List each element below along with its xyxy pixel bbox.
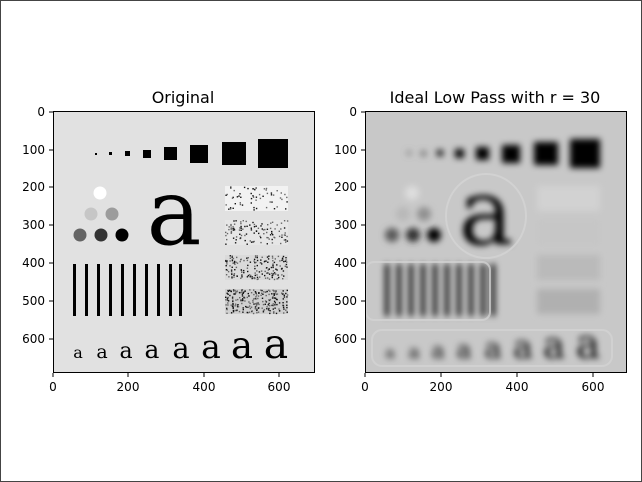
svg-text:100: 100: [334, 143, 357, 157]
svg-text:200: 200: [22, 180, 45, 194]
svg-text:400: 400: [334, 256, 357, 270]
letter-a-row: a a a a a a a a: [73, 320, 288, 368]
svg-text:600: 600: [268, 380, 291, 394]
panel-title-lowpass: Ideal Low Pass with r = 30: [390, 88, 601, 107]
svg-text:600: 600: [334, 332, 357, 346]
circle-group: [73, 186, 129, 242]
svg-text:a: a: [73, 343, 83, 362]
x-tick-labels-lowpass: 0 200 400 600: [361, 380, 604, 394]
panel-title-original: Original: [152, 88, 215, 107]
svg-text:500: 500: [22, 294, 45, 308]
svg-text:a: a: [457, 335, 472, 364]
svg-text:a: a: [145, 335, 160, 364]
blurred-pattern: a a a: [385, 139, 600, 368]
vertical-bars: [73, 264, 182, 316]
svg-text:0: 0: [361, 380, 369, 394]
svg-text:a: a: [119, 339, 132, 364]
svg-text:a: a: [172, 331, 189, 365]
svg-text:0: 0: [349, 105, 357, 119]
svg-text:a: a: [459, 159, 514, 266]
y-tick-labels-lowpass: 0 100 200 300 400 500 600: [334, 105, 357, 346]
svg-text:a: a: [431, 339, 444, 364]
svg-text:a: a: [408, 341, 419, 363]
svg-text:a: a: [543, 324, 565, 367]
svg-text:a: a: [231, 324, 253, 367]
panel-original: Original a: [22, 88, 315, 394]
svg-text:400: 400: [506, 380, 529, 394]
large-letter-a: a: [147, 159, 202, 266]
svg-text:a: a: [385, 343, 395, 362]
svg-text:300: 300: [22, 218, 45, 232]
svg-text:300: 300: [334, 218, 357, 232]
svg-text:a: a: [513, 327, 533, 366]
svg-text:0: 0: [49, 380, 57, 394]
svg-text:400: 400: [193, 380, 216, 394]
svg-text:a: a: [576, 320, 600, 368]
svg-text:500: 500: [334, 294, 357, 308]
noise-rectangles: [225, 186, 289, 315]
svg-text:600: 600: [22, 332, 45, 346]
svg-text:0: 0: [37, 105, 45, 119]
svg-text:600: 600: [582, 380, 605, 394]
x-tick-labels-original: 0 200 400 600: [49, 380, 290, 394]
svg-text:a: a: [201, 327, 221, 366]
square-row: [95, 139, 288, 168]
svg-text:200: 200: [334, 180, 357, 194]
axes-frame-original: [53, 111, 315, 373]
svg-text:100: 100: [22, 143, 45, 157]
y-tick-labels-original: 0 100 200 300 400 500 600: [22, 105, 45, 346]
svg-text:400: 400: [22, 256, 45, 270]
svg-text:200: 200: [117, 380, 140, 394]
svg-text:a: a: [264, 320, 288, 368]
svg-text:a: a: [96, 341, 107, 363]
svg-text:200: 200: [430, 380, 453, 394]
svg-text:a: a: [484, 331, 501, 365]
axes-frame-lowpass: [365, 111, 627, 373]
ringing-artifacts: [366, 173, 613, 367]
panel-lowpass: Ideal Low Pass with r = 30: [334, 88, 627, 394]
